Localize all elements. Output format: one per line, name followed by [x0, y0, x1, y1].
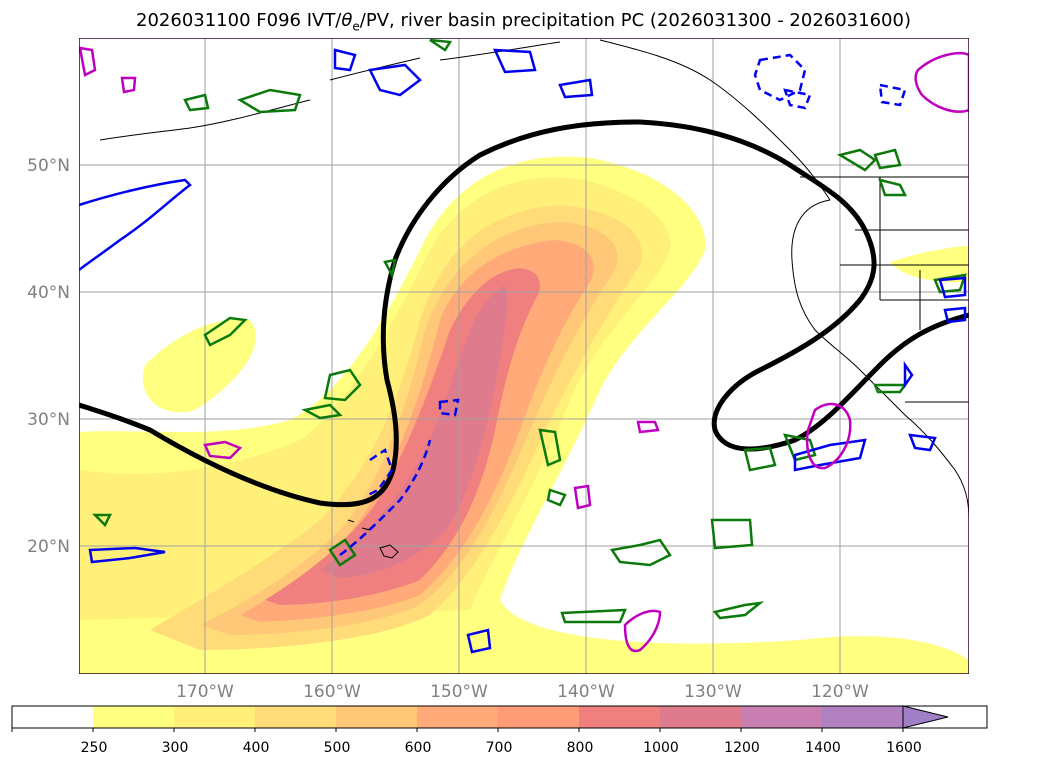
lon-label-150w: 150°W	[430, 682, 488, 702]
map-area	[79, 38, 969, 674]
lon-label-130w: 130°W	[684, 682, 742, 702]
colorbar-segment	[417, 706, 498, 728]
pv-positive-contours	[91, 38, 967, 624]
cb-label-600: 600	[405, 740, 432, 756]
colorbar-segment	[741, 706, 822, 728]
colorbar-segment	[93, 706, 174, 728]
ivt-band-250-blob-a	[142, 319, 256, 413]
ivt-band-1000	[320, 285, 508, 578]
colorbar-ticks	[11, 728, 904, 732]
cb-label-250: 250	[81, 740, 108, 756]
lon-label-170w: 170°W	[176, 682, 234, 702]
ivt-band-250-blob-b	[890, 246, 969, 283]
cb-label-700: 700	[486, 740, 513, 756]
lat-label-30n: 30°N	[27, 410, 70, 430]
pv-negative-contours	[79, 48, 967, 654]
colorbar-segment	[174, 706, 255, 728]
colorbar-segment	[660, 706, 741, 728]
hawaii-islands	[347, 519, 399, 559]
cb-label-1600: 1600	[886, 740, 922, 756]
colorbar-segment	[579, 706, 660, 728]
lon-labels: 170°W 160°W 150°W 140°W 130°W 120°W	[176, 682, 869, 702]
colorbar-segments	[12, 706, 903, 728]
lon-label-160w: 160°W	[303, 682, 361, 702]
north-america-west-coast	[791, 199, 969, 521]
cb-label-400: 400	[243, 740, 270, 756]
cb-label-1000: 1000	[643, 740, 679, 756]
colorbar-segment	[336, 706, 417, 728]
lat-labels: 50°N 40°N 30°N 20°N	[27, 156, 70, 557]
colorbar: 250 300 400 500 600 700 800 1000 1200 14…	[11, 705, 988, 756]
colorbar-segment	[822, 706, 903, 728]
cb-label-1200: 1200	[724, 740, 760, 756]
map-title: 2026031100 F096 IVT/θe/PV, river basin p…	[136, 10, 911, 34]
lat-label-20n: 20°N	[27, 537, 70, 557]
cb-label-1400: 1400	[805, 740, 841, 756]
theta-e-main-loop	[79, 119, 969, 508]
colorbar-outline	[11, 705, 988, 729]
lat-label-40n: 40°N	[27, 283, 70, 303]
colorbar-segment	[498, 706, 579, 728]
state-lines	[840, 177, 969, 330]
colorbar-segment	[255, 706, 336, 728]
graticule	[79, 38, 969, 674]
theta-e-contours	[79, 119, 969, 508]
cb-label-800: 800	[567, 740, 594, 756]
cb-label-500: 500	[324, 740, 351, 756]
precip-pc-contours	[79, 46, 969, 653]
lat-label-50n: 50°N	[27, 156, 70, 176]
lon-label-140w: 140°W	[557, 682, 615, 702]
cb-label-300: 300	[162, 740, 189, 756]
colorbar-extend-arrow	[902, 705, 949, 729]
colorbar-labels: 250 300 400 500 600 700 800 1000 1200 14…	[81, 740, 922, 756]
colorbar-segment	[12, 706, 93, 728]
lon-label-120w: 120°W	[811, 682, 869, 702]
